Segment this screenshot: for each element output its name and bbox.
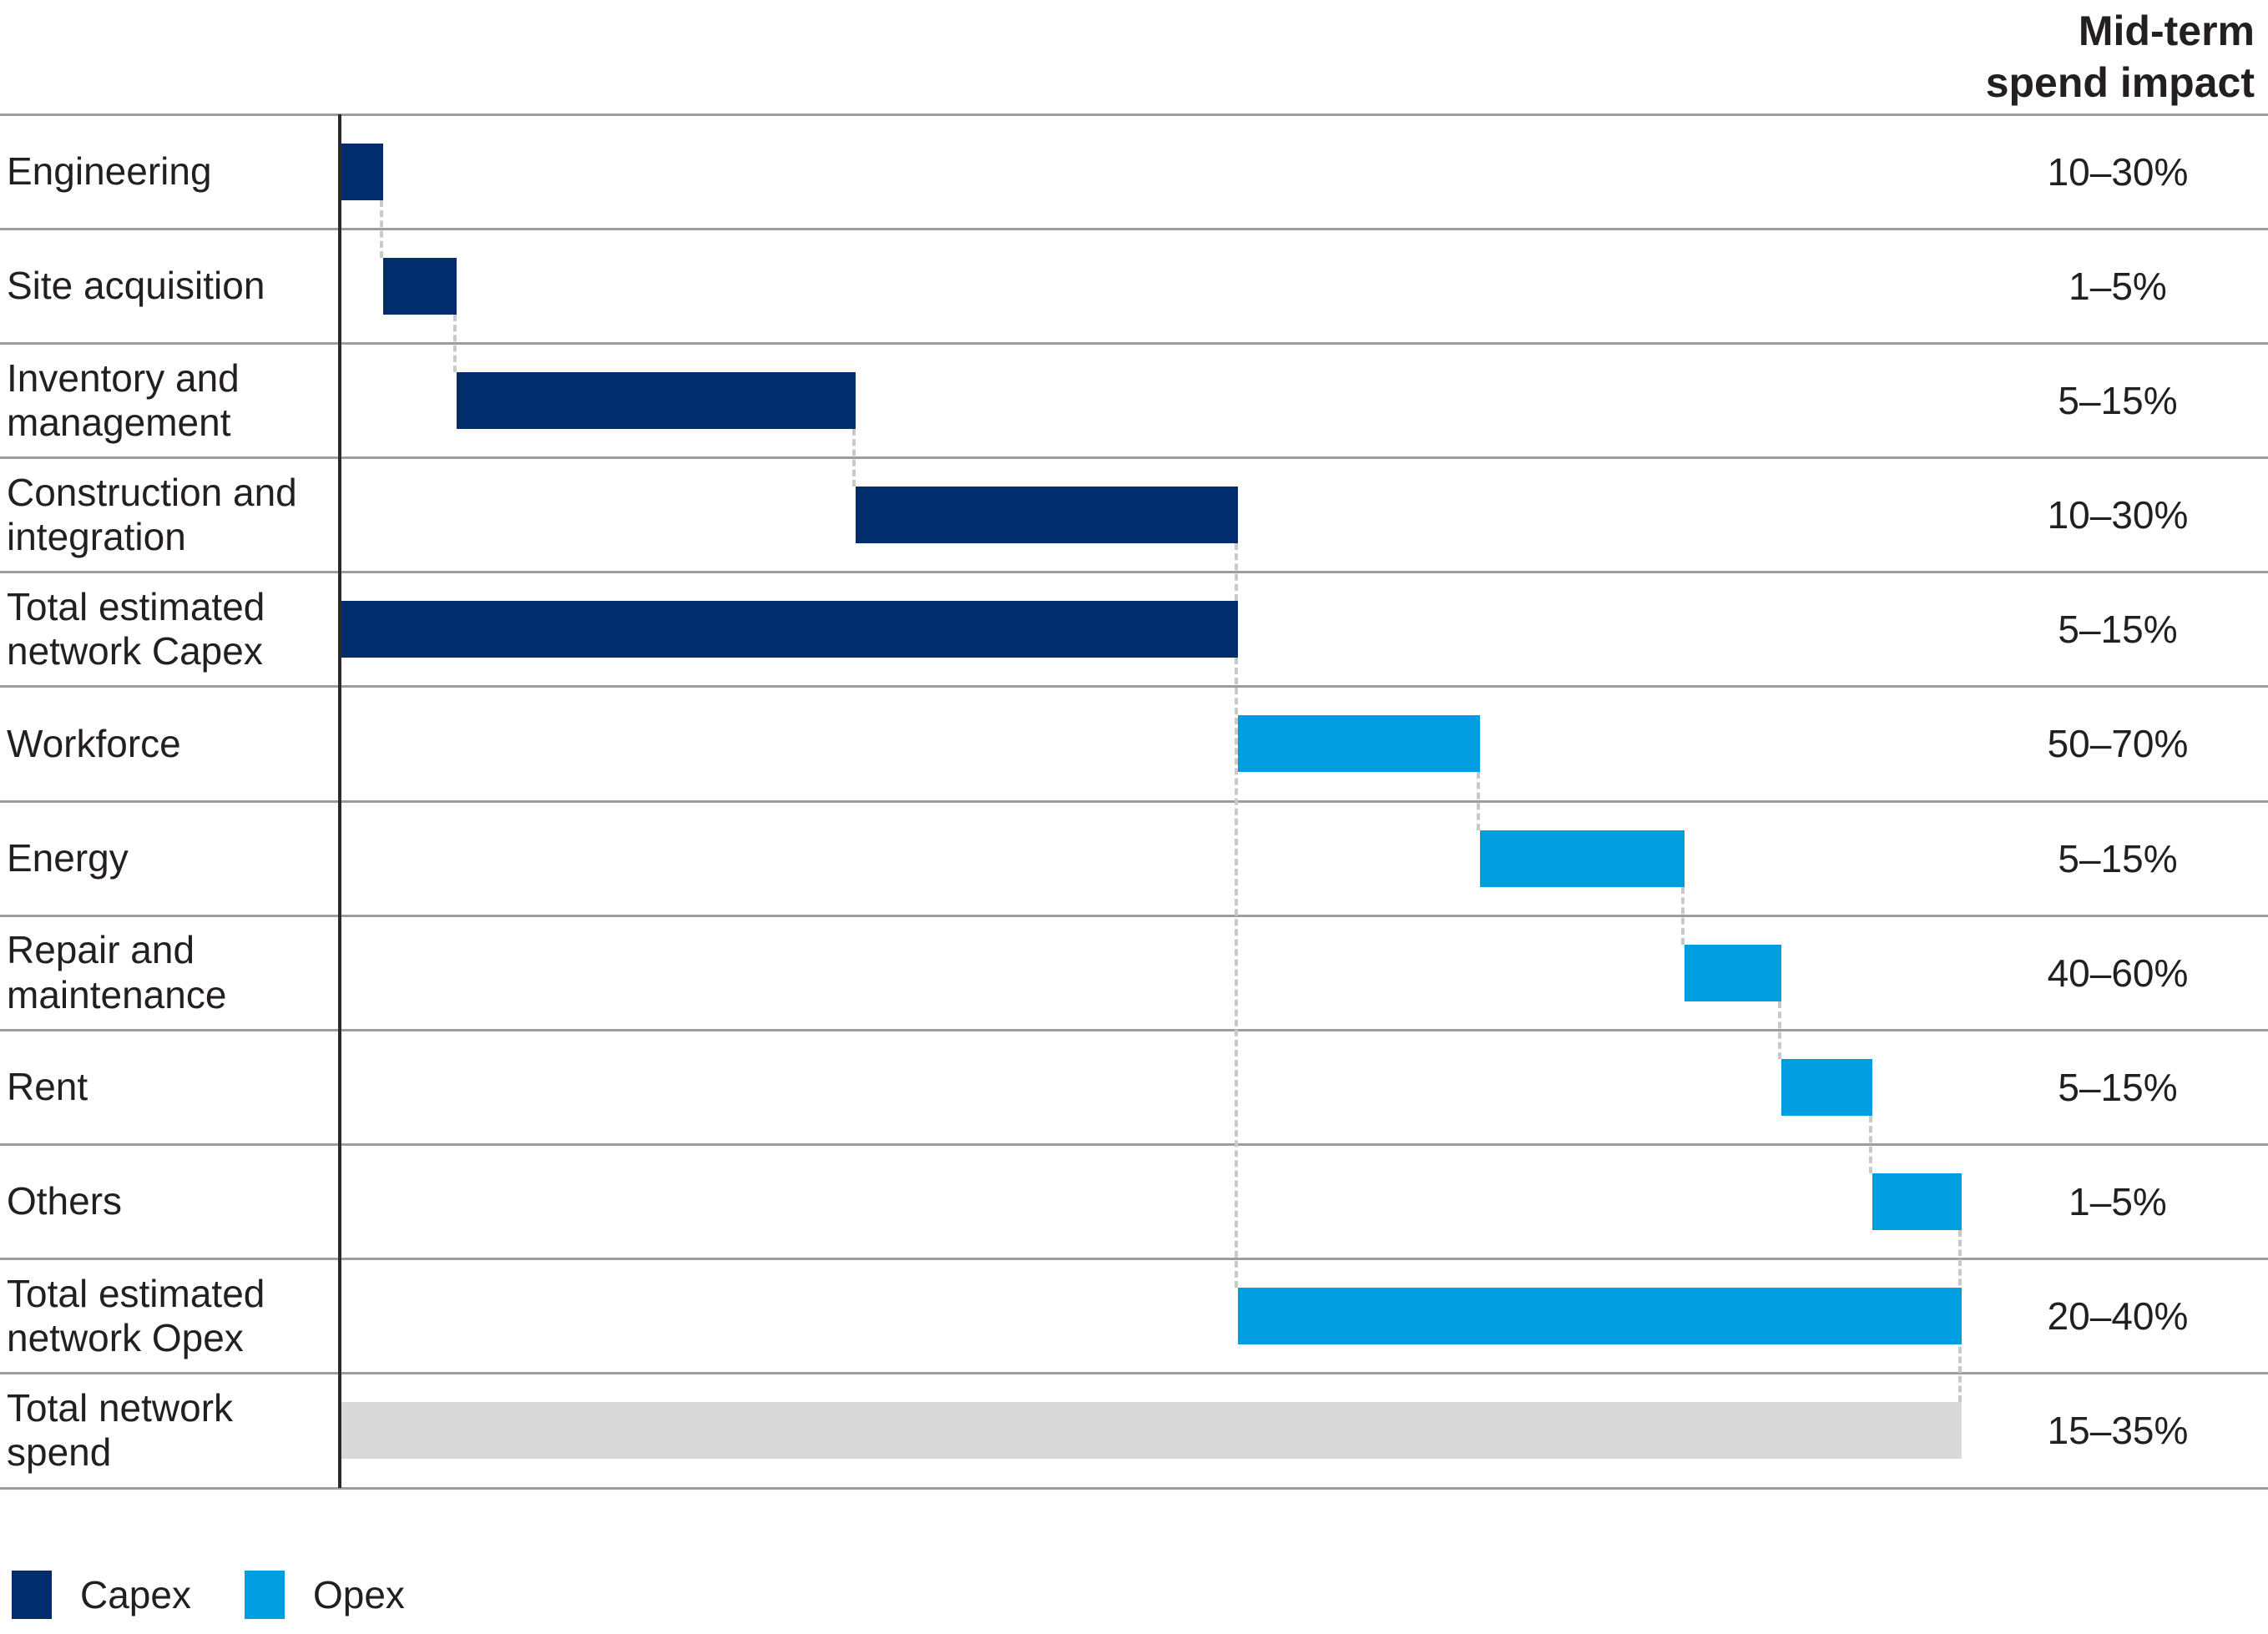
connector-line [452,314,457,372]
impact-value-10: 20–40% [2047,1294,2189,1339]
row-label-4: Total estimated network Capex [7,584,265,673]
waterfall-bar-opex [1684,944,1782,1001]
waterfall-bar-opex [1479,830,1685,887]
waterfall-bar-opex [1238,715,1480,773]
waterfall-bar-capex-total [340,601,1239,658]
connector-line [1235,658,1239,1289]
impact-value-11: 15–35% [2047,1409,2189,1453]
waterfall-bar-opex [1781,1058,1873,1116]
row-divider-line [0,1372,2268,1375]
impact-value-4: 5–15% [2058,608,2178,652]
row-label-1: Site acquisition [7,264,265,308]
waterfall-bar-opex-total [1238,1288,1962,1345]
impact-column-header: Mid-term spend impact [1986,5,2255,108]
row-label-11: Total network spend [7,1386,234,1475]
row-label-9: Others [7,1179,123,1223]
connector-line [1235,543,1239,602]
row-divider-line [0,799,2268,803]
legend-label-capex: Capex [80,1573,191,1616]
waterfall-bar-capex [383,257,457,315]
connector-line [1476,772,1480,830]
impact-value-5: 50–70% [2047,722,2189,766]
row-divider-line [0,1143,2268,1147]
waterfall-bar-total-total [340,1402,1962,1460]
impact-column-header-line1: Mid-term [2078,8,2255,54]
waterfall-bar-opex [1872,1173,1962,1231]
row-label-10: Total estimated network Opex [7,1271,265,1360]
legend-item-opex: Opex [244,1571,405,1619]
impact-value-7: 40–60% [2047,951,2189,995]
connector-line [1778,1001,1782,1059]
legend-item-capex: Capex [12,1571,191,1619]
impact-value-3: 10–30% [2047,493,2189,537]
row-label-2: Inventory and management [7,356,240,444]
opex-swatch-icon [244,1571,285,1619]
connector-line [1869,1115,1873,1174]
impact-column-header-line2: spend impact [1985,59,2255,106]
capex-swatch-icon [12,1571,52,1619]
waterfall-bar-capex [855,487,1239,544]
row-label-0: Engineering [7,149,212,193]
legend-label-opex: Opex [312,1573,405,1616]
row-divider-line [0,1486,2268,1490]
row-label-3: Construction and integration [7,470,297,559]
connector-line [380,199,384,258]
connector-line [1680,886,1685,945]
chart-legend: Capex Opex [12,1571,405,1619]
row-divider-line [0,1258,2268,1261]
row-divider-line [0,456,2268,459]
row-divider-line [0,113,2268,116]
row-divider-line [0,227,2268,230]
row-label-7: Repair and maintenance [7,928,227,1016]
impact-value-0: 10–30% [2047,149,2189,194]
waterfall-bar-capex [456,371,856,429]
row-label-6: Energy [7,835,129,880]
value-axis-line [338,114,341,1489]
row-divider-line [0,914,2268,917]
impact-value-2: 5–15% [2058,378,2178,422]
row-divider-line [0,341,2268,345]
impact-value-1: 1–5% [2068,264,2167,308]
row-divider-line [0,571,2268,574]
impact-value-9: 1–5% [2068,1180,2167,1224]
row-label-8: Rent [7,1065,88,1109]
row-label-5: Workforce [7,721,181,765]
waterfall-bar-capex [340,143,384,200]
impact-value-8: 5–15% [2058,1065,2178,1109]
row-divider-line [0,685,2268,688]
impact-value-6: 5–15% [2058,836,2178,880]
connector-line [851,428,856,487]
row-divider-line [0,1028,2268,1031]
